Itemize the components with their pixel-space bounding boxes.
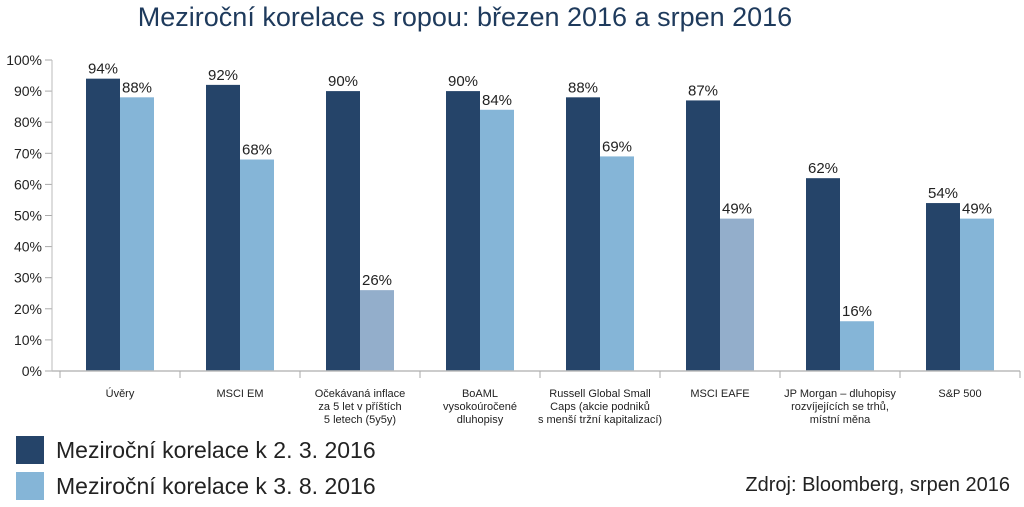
x-tick-label: S&P 500 [938,388,981,400]
x-tick-label-line: MSCI EM [216,388,263,400]
y-tick-label: 100% [6,52,42,68]
x-tick-label: JP Morgan – dluhopisy rozvíjejících se tr… [784,388,896,426]
bar-series-1 [806,178,840,371]
legend-swatch-march [16,436,44,464]
y-tick-label: 0% [22,363,42,379]
bar-series-1 [86,78,120,371]
x-tick-label-line: za 5 let v příštích [318,401,401,413]
value-label: 94% [88,61,118,78]
x-tick-label-line: místní měna [810,414,871,426]
value-label: 16% [842,303,872,320]
bar-series-2 [120,97,154,371]
bar-series-2 [960,218,994,371]
y-tick-label: 20% [14,301,42,317]
source-note: Zdroj: Bloomberg, srpen 2016 [745,474,1010,496]
value-label: 69% [602,138,632,155]
value-label: 87% [688,82,718,99]
legend-item-march: Meziroční korelace k 2. 3. 2016 [16,436,376,464]
y-tick-label: 40% [14,239,42,255]
bar-series-2 [720,218,754,371]
x-tick-label: BoAML vysokoúročené dluhopisy [443,388,517,426]
value-label: 62% [808,160,838,177]
x-tick-label-line: Russell Global Small [549,388,650,400]
bar-series-1 [326,91,360,371]
y-tick-label: 60% [14,176,42,192]
legend-swatch-august [16,472,44,500]
x-tick-label-line: rozvíjejících se trhů, [791,401,889,413]
x-tick-label: Úvěry [106,387,135,400]
y-tick-label: 90% [14,83,42,99]
chart-title: Meziroční korelace s ropou: březen 2016 … [137,2,793,32]
y-axis: 0% 10% 20% 30% 40% 50% 60% 70% 80% 90% 100% [6,52,53,379]
x-tick-label-line: S&P 500 [938,388,981,400]
value-label: 54% [928,185,958,202]
bar-series-2 [480,109,514,371]
value-label: 49% [962,201,992,218]
y-tick-label: 50% [14,208,42,224]
x-tick-label: MSCI EAFE [690,388,749,400]
value-label: 92% [208,67,238,84]
legend-item-august: Meziroční korelace k 3. 8. 2016 [16,472,376,500]
value-labels: 94%88%92%68%90%26%90%84%88%69%87%49%62%1… [88,61,992,321]
x-tick-label: Očekávaná inflace za 5 let v příštích 5 le… [315,388,406,426]
x-tick-label-line: 5 letech (5y5y) [324,414,396,426]
x-tick-label-line: Očekávaná inflace [315,388,406,400]
bar-series-1 [206,84,240,371]
bar-series-1 [926,203,960,371]
y-tick-label: 80% [14,114,42,130]
value-label: 88% [122,79,152,96]
x-tick-label-line: Caps (akcie podniků [550,401,650,413]
bar-series-1 [446,91,480,371]
value-label: 88% [568,79,598,96]
x-axis: Úvěry MSCI EM Očekávaná inflace za 5 let v … [52,370,1021,426]
x-tick-label: MSCI EM [216,388,263,400]
bar-series-2 [600,156,634,371]
value-label: 90% [328,73,358,90]
x-tick-label-line: vysokoúročené [443,401,517,413]
value-label: 90% [448,73,478,90]
bar-series-2 [360,290,394,371]
y-tick-label: 30% [14,270,42,286]
value-label: 26% [362,272,392,289]
value-label: 68% [242,142,272,159]
legend-label-march: Meziroční korelace k 2. 3. 2016 [56,436,376,463]
value-label: 84% [482,92,512,109]
bar-series-2 [840,321,874,371]
x-tick-label-line: s menší tržní kapitalizací) [538,414,662,426]
bar-series-2 [240,159,274,371]
x-tick-label-line: dluhopisy [457,414,504,426]
y-tick-label: 10% [14,332,42,348]
legend-label-august: Meziroční korelace k 3. 8. 2016 [56,472,376,499]
bar-chart: 0%10%20%30%40%50%60%70%80%90%100% 94%88%… [6,52,1021,426]
bar-series-1 [686,100,720,372]
x-tick-label-line: JP Morgan – dluhopisy [784,388,896,400]
x-tick-label-line: BoAML [462,388,498,400]
x-tick-label-line: MSCI EAFE [690,388,749,400]
value-label: 49% [722,201,752,218]
x-tick-label-line: Úvěry [106,387,135,400]
bars [86,78,994,372]
x-tick-label: Russell Global Small Caps (akcie podniků s… [538,388,662,426]
bar-series-1 [566,97,600,371]
y-tick-label: 70% [14,145,42,161]
